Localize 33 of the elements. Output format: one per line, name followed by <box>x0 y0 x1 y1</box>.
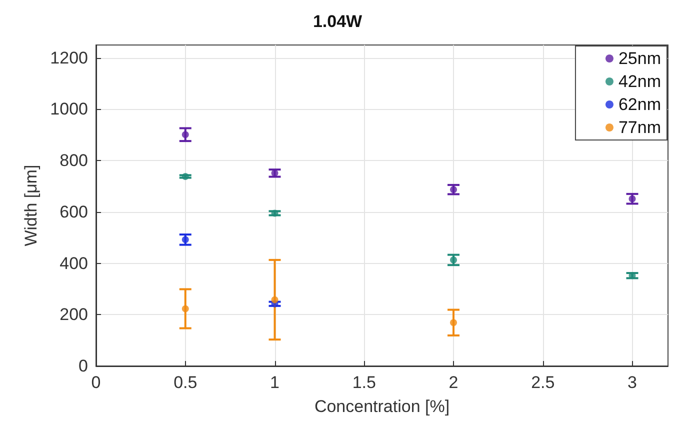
point <box>628 195 636 202</box>
point <box>182 131 189 138</box>
point <box>271 170 278 177</box>
y-tick-label: 400 <box>60 254 88 273</box>
point <box>182 172 189 180</box>
point <box>450 186 457 194</box>
y-tick-label: 1000 <box>50 100 88 119</box>
x-axis-title: Concentration [%] <box>314 397 450 416</box>
point <box>628 272 636 280</box>
y-tick-label: 800 <box>60 151 88 170</box>
point <box>182 305 189 312</box>
y-tick-label: 200 <box>60 305 88 324</box>
point <box>450 256 457 264</box>
point <box>450 319 457 326</box>
x-tick-label: 0.5 <box>174 373 198 392</box>
x-tick-label: 0 <box>91 373 101 392</box>
point <box>271 296 278 304</box>
x-tick-label: 1 <box>270 373 280 392</box>
legend-label: 62nm <box>618 95 662 114</box>
x-tick-label: 1.5 <box>352 373 376 392</box>
y-tick-label: 1200 <box>50 48 88 68</box>
legend-label: 77nm <box>618 118 662 137</box>
point <box>182 236 189 244</box>
y-tick-label: 600 <box>60 202 88 222</box>
y-axis-title: Width [μm] <box>21 164 40 246</box>
point <box>271 210 278 217</box>
legend-label: 42nm <box>618 72 662 91</box>
x-tick-label: 3 <box>628 373 637 392</box>
legend-label: 25nm <box>618 49 662 68</box>
x-tick-label: 2 <box>448 373 458 392</box>
y-tick-label: 0 <box>78 356 88 376</box>
x-tick-label: 2.5 <box>531 373 555 392</box>
chart-title: 1.04W <box>312 12 364 31</box>
